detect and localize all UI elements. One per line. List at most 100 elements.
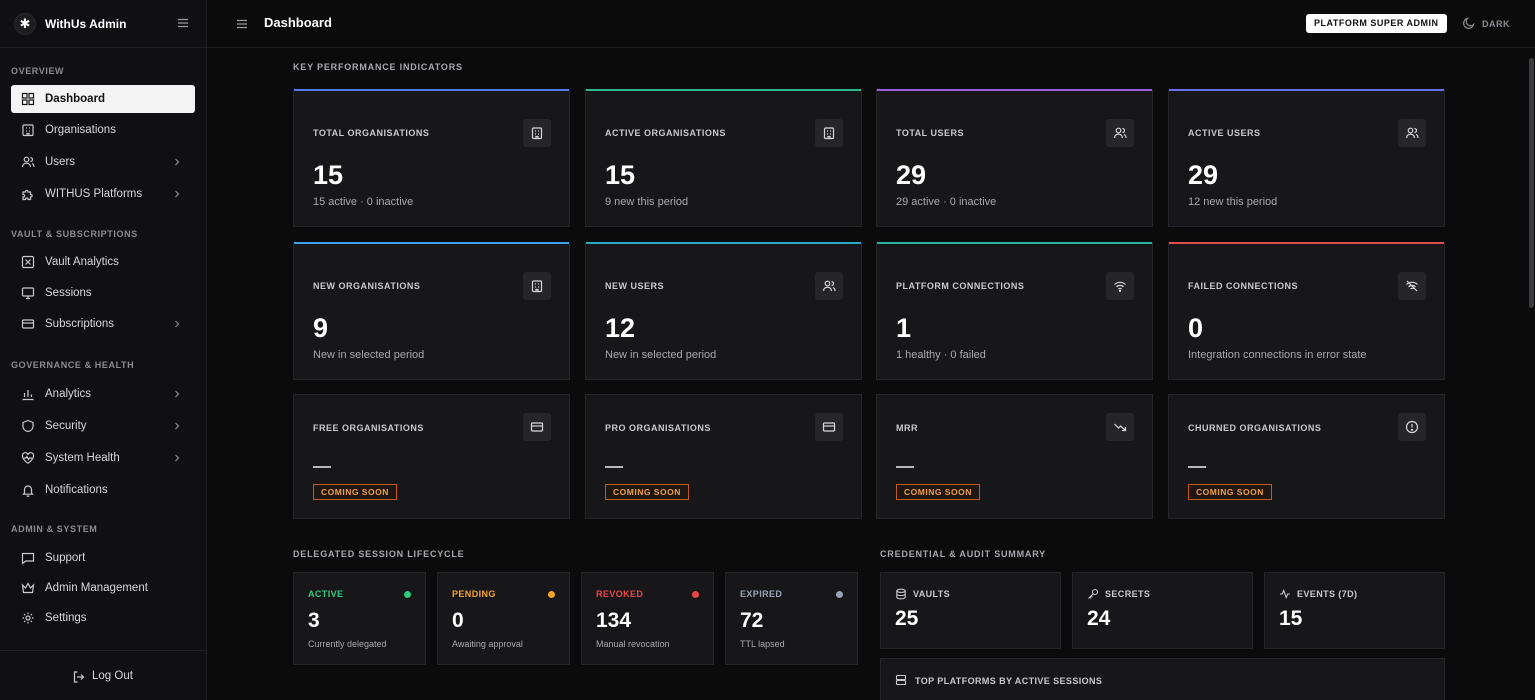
kpi-card-platform-connections: PLATFORM CONNECTIONS 1 1 healthy · 0 fai… [876, 242, 1153, 380]
session-value: 72 [740, 609, 764, 632]
card-icon [523, 413, 551, 441]
session-subtext: Currently delegated [308, 639, 387, 649]
sessions-section-title: DELEGATED SESSION LIFECYCLE [293, 549, 465, 559]
top-bar: Dashboard PLATFORM SUPER ADMIN DARK [207, 0, 1535, 48]
kpi-value: 9 [313, 313, 329, 343]
sidebar-item-vault-analytics[interactable]: Vault Analytics [11, 248, 195, 276]
kpi-accent-bar [294, 89, 569, 91]
scrollbar-thumb[interactable] [1529, 58, 1534, 308]
kpi-value: 15 [313, 160, 344, 190]
session-value: 134 [596, 609, 632, 632]
kpi-card-new-users: NEW USERS 12 New in selected period [585, 242, 862, 380]
building-icon [523, 119, 551, 147]
sidebar-item-analytics[interactable]: Analytics [11, 380, 195, 408]
kpi-value-placeholder: — [605, 466, 623, 468]
kpi-accent-bar [877, 89, 1152, 91]
credential-value: 15 [1279, 607, 1303, 630]
session-label: REVOKED [596, 589, 644, 599]
sidebar-item-label: WITHUS Platforms [45, 188, 143, 200]
kpi-accent-bar [1169, 89, 1444, 91]
role-badge: PLATFORM SUPER ADMIN [1306, 14, 1447, 33]
session-card-revoked: REVOKED 134 Manual revocation [581, 572, 714, 665]
kpi-value-placeholder: — [896, 466, 914, 468]
wifi-icon [1106, 272, 1134, 300]
sidebar-item-security[interactable]: Security [11, 412, 195, 440]
kpi-card-new-organisations: NEW ORGANISATIONS 9 New in selected peri… [293, 242, 570, 380]
credential-label: VAULTS [913, 589, 951, 599]
activity-icon [1279, 588, 1291, 600]
card-icon [21, 317, 35, 331]
credential-value: 24 [1087, 607, 1111, 630]
chevron-right-icon [171, 318, 183, 330]
kpi-card-active-users: ACTIVE USERS 29 12 new this period [1168, 89, 1445, 227]
sidebar-collapse-icon[interactable] [176, 16, 190, 30]
sidebar-item-label: Settings [45, 612, 87, 624]
kpi-label: TOTAL ORGANISATIONS [313, 128, 430, 138]
theme-toggle[interactable]: DARK [1462, 16, 1510, 32]
kpi-card-churned-organisations: CHURNED ORGANISATIONS — COMING SOON [1168, 394, 1445, 519]
kpi-card-total-organisations: TOTAL ORGANISATIONS 15 15 active · 0 ina… [293, 89, 570, 227]
kpi-card-failed-connections: FAILED CONNECTIONS 0 Integration connect… [1168, 242, 1445, 380]
sidebar-item-sessions[interactable]: Sessions [11, 279, 195, 307]
session-value: 0 [452, 609, 464, 632]
users-icon [815, 272, 843, 300]
sidebar-item-system-health[interactable]: System Health [11, 444, 195, 472]
building-icon [21, 123, 35, 137]
users-icon [1106, 119, 1134, 147]
grid-icon [21, 92, 35, 106]
sidebar-item-label: Dashboard [45, 93, 106, 105]
kpi-accent-bar [586, 89, 861, 91]
section-title-vault: VAULT & SUBSCRIPTIONS [11, 229, 138, 239]
kpi-section-title: KEY PERFORMANCE INDICATORS [293, 62, 463, 72]
kpi-label: CHURNED ORGANISATIONS [1188, 423, 1322, 433]
sidebar-item-settings[interactable]: Settings [11, 604, 195, 632]
kpi-label: ACTIVE USERS [1188, 128, 1261, 138]
bar-chart-icon [21, 387, 35, 401]
logout-icon [72, 670, 86, 684]
status-dot [836, 591, 843, 598]
kpi-subtext: 15 active · 0 inactive [313, 196, 414, 208]
sidebar-item-dashboard[interactable]: Dashboard [11, 85, 195, 113]
crown-icon [21, 581, 35, 595]
session-card-expired: EXPIRED 72 TTL lapsed [725, 572, 858, 665]
square-x-icon [21, 255, 35, 269]
top-platforms-title: TOP PLATFORMS BY ACTIVE SESSIONS [915, 676, 1103, 686]
users-icon [21, 155, 35, 169]
bell-icon [21, 483, 35, 497]
kpi-value: 12 [605, 313, 636, 343]
key-icon [1087, 588, 1099, 600]
credential-label: SECRETS [1105, 589, 1151, 599]
sidebar-item-admin-management[interactable]: Admin Management [11, 574, 195, 602]
card-icon [815, 413, 843, 441]
building-icon [815, 119, 843, 147]
puzzle-icon [21, 187, 35, 201]
coming-soon-badge: COMING SOON [605, 484, 689, 500]
scrollbar-track[interactable] [1527, 48, 1535, 700]
sidebar-item-users[interactable]: Users [11, 148, 195, 176]
sidebar-item-label: Support [45, 552, 86, 564]
moon-icon [1462, 16, 1476, 30]
sidebar-item-label: Analytics [45, 388, 92, 400]
sidebar-item-notifications[interactable]: Notifications [11, 476, 195, 504]
kpi-accent-bar [1169, 242, 1444, 244]
kpi-label: FREE ORGANISATIONS [313, 423, 424, 433]
kpi-card-mrr: MRR — COMING SOON [876, 394, 1153, 519]
logout-label: Log Out [92, 670, 133, 682]
sidebar-item-label: Users [45, 156, 76, 168]
sidebar-item-organisations[interactable]: Organisations [11, 116, 195, 144]
heart-pulse-icon [21, 451, 35, 465]
session-label: EXPIRED [740, 589, 783, 599]
logout-button[interactable]: Log Out [72, 669, 133, 685]
kpi-value-placeholder: — [1188, 466, 1206, 468]
chat-icon [21, 551, 35, 565]
sidebar-item-label: Security [45, 420, 87, 432]
sidebar-item-withus-platforms[interactable]: WITHUS Platforms [11, 180, 195, 208]
kpi-subtext: Integration connections in error state [1188, 349, 1367, 361]
menu-icon[interactable] [235, 17, 249, 31]
kpi-subtext: New in selected period [605, 349, 717, 361]
credential-card-events: EVENTS (7D) 15 [1264, 572, 1445, 649]
sidebar-item-subscriptions[interactable]: Subscriptions [11, 310, 195, 338]
coming-soon-badge: COMING SOON [896, 484, 980, 500]
sidebar-item-support[interactable]: Support [11, 544, 195, 572]
